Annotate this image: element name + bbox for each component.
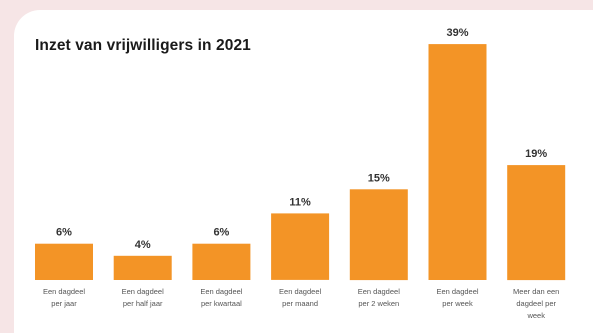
bar-2 (113, 255, 172, 280)
value-label-4: 11% (289, 196, 311, 208)
category-label-3: Een dagdeel per kwartaal (200, 287, 242, 308)
value-label-3: 6% (213, 227, 229, 239)
bar-3 (192, 243, 251, 280)
category-label-2: Een dagdeel per half jaar (122, 287, 164, 308)
bar-5 (349, 189, 408, 281)
chart-title: Inzet van vrijwilligers in 2021 (35, 37, 251, 54)
value-label-2: 4% (135, 239, 151, 251)
category-label-5: Een dagdeel per 2 weken (358, 287, 400, 308)
category-label-1: Een dagdeel per jaar (43, 287, 85, 308)
category-label-7: Meer dan een dagdeel per week (513, 287, 559, 320)
bars-group (35, 44, 566, 281)
value-labels-group: 6% 4% 6% 11% 15% 39% 19% (56, 27, 547, 251)
category-labels-group: Een dagdeel per jaar Een dagdeel per half j… (43, 287, 559, 320)
value-label-6: 39% (446, 27, 468, 39)
bar-7 (507, 165, 566, 281)
bar-1 (35, 243, 93, 280)
bar-6 (428, 44, 487, 280)
category-label-4: Een dagdeel per maand (279, 287, 321, 308)
value-label-7: 19% (525, 148, 547, 160)
value-label-5: 15% (368, 172, 390, 184)
value-label-1: 6% (56, 227, 72, 239)
bar-4 (271, 213, 330, 280)
category-label-6: Een dagdeel per week (436, 287, 478, 308)
